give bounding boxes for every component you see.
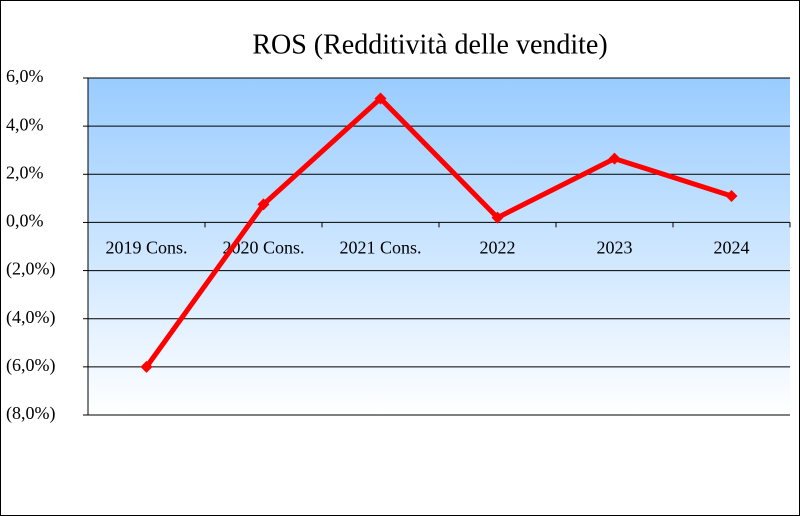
marker bbox=[491, 211, 504, 224]
y-tick-label: 6,0% bbox=[6, 66, 44, 86]
x-tick-label: 2024 bbox=[714, 238, 750, 258]
x-tick-label: 2021 Cons. bbox=[339, 238, 421, 258]
y-tick-label: 0,0% bbox=[6, 211, 44, 231]
chart-title: ROS (Redditività delle vendite) bbox=[252, 29, 607, 60]
series-line bbox=[144, 95, 733, 369]
plot-area bbox=[88, 78, 790, 415]
marker bbox=[140, 360, 153, 373]
y-tick-label: 4,0% bbox=[6, 114, 44, 134]
x-tick-label: 2022 bbox=[480, 238, 516, 258]
x-tick-label: 2020 Cons. bbox=[222, 238, 304, 258]
marker bbox=[608, 152, 621, 165]
marker bbox=[257, 198, 270, 211]
y-tick-label: 2,0% bbox=[6, 162, 44, 182]
marker bbox=[374, 92, 387, 105]
y-tick-label: (4,0%) bbox=[6, 307, 55, 328]
x-tick-label: 2023 bbox=[597, 238, 633, 258]
y-tick-label: (6,0%) bbox=[6, 355, 55, 376]
y-tick-label: (2,0%) bbox=[6, 259, 55, 280]
marker bbox=[725, 189, 738, 202]
x-tick-label: 2019 Cons. bbox=[105, 238, 187, 258]
y-tick-label: (8,0%) bbox=[6, 403, 55, 424]
